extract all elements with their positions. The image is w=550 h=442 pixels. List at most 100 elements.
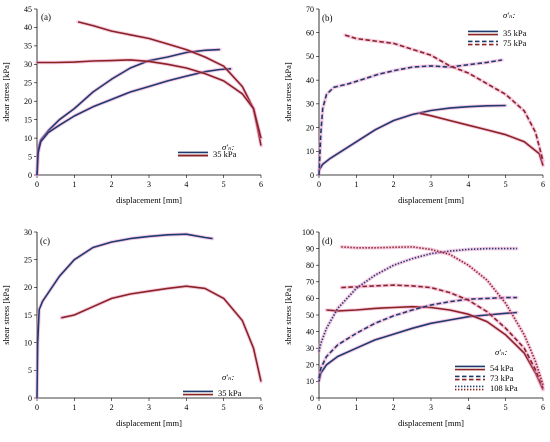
y-tick-label: 50 — [306, 52, 314, 61]
y-tick-label: 30 — [306, 100, 314, 109]
y-tick-label: 30 — [24, 228, 32, 237]
x-tick-label: 2 — [392, 403, 396, 412]
y-tick-label: 40 — [306, 327, 314, 336]
y-tick-label: 40 — [24, 23, 32, 32]
y-tick-label: 0 — [310, 394, 314, 403]
legend-entry: 73 kPa — [490, 373, 514, 383]
x-tick-label: 0 — [317, 180, 321, 189]
y-tick-label: 30 — [306, 344, 314, 353]
x-tick-label: 0 — [35, 180, 39, 189]
y-axis-label: shear stress [kPa] — [283, 285, 293, 345]
x-tick-label: 4 — [184, 180, 188, 189]
x-tick-label: 1 — [354, 180, 358, 189]
x-tick-label: 2 — [110, 403, 114, 412]
y-tick-label: 30 — [24, 60, 32, 69]
x-tick-label: 5 — [504, 180, 508, 189]
x-tick-label: 5 — [504, 403, 508, 412]
x-tick-label: 5 — [222, 403, 226, 412]
series-line-35-kpa-blue — [318, 104, 506, 171]
y-tick-label: 0 — [28, 171, 32, 180]
x-axis-label: displacement [mm] — [398, 418, 464, 428]
series-shadow — [417, 111, 545, 168]
series-line-35-kpa-blue — [36, 68, 232, 176]
x-tick-label: 1 — [72, 403, 76, 412]
legend-entry: 54 kPa — [490, 363, 514, 373]
y-tick-label: 45 — [24, 5, 32, 14]
y-tick-label: 15 — [24, 311, 32, 320]
series-line-73-kpa-blue — [318, 296, 517, 379]
x-tick-label: 6 — [259, 180, 263, 189]
legend-title: σ'ₙ: — [503, 10, 515, 20]
x-tick-label: 4 — [184, 403, 188, 412]
panel-label: (c) — [40, 236, 50, 246]
series-line-35-kpa-red — [37, 59, 262, 139]
x-tick-label: 1 — [354, 403, 358, 412]
y-tick-label: 20 — [306, 361, 314, 370]
y-tick-label: 35 — [24, 42, 32, 51]
y-tick-label: 90 — [306, 244, 314, 253]
y-tick-label: 20 — [24, 97, 32, 106]
series-line-35-kpa-blue — [36, 48, 220, 176]
panel-label: (a) — [41, 12, 51, 22]
y-axis-label: shear stress [kPa] — [283, 62, 293, 122]
legend-title: σ'ₙ: — [495, 347, 507, 357]
y-tick-label: 0 — [310, 171, 314, 180]
panel-label: (b) — [322, 13, 333, 23]
y-tick-label: 10 — [306, 377, 314, 386]
x-tick-label: 2 — [392, 180, 396, 189]
x-tick-label: 0 — [35, 403, 39, 412]
series-line-108-kpa-blue — [318, 247, 517, 352]
x-axis-label: displacement [mm] — [398, 195, 464, 205]
series-line-75-kpa-red — [344, 34, 544, 162]
x-tick-label: 6 — [541, 180, 545, 189]
y-tick-label: 20 — [306, 123, 314, 132]
y-axis-label: shear stress [kPa] — [1, 285, 11, 345]
x-tick-label: 5 — [222, 180, 226, 189]
y-tick-label: 100 — [302, 228, 314, 237]
panel-label: (d) — [322, 236, 333, 246]
x-tick-label: 4 — [466, 403, 470, 412]
legend-title: σ'ₙ: — [222, 142, 234, 152]
chart-panel-3: (c) 0 5 10 15 20 25 30 0 1 2 3 4 5 6 displacement [mm] s… — [1, 228, 263, 428]
y-tick-label: 10 — [306, 147, 314, 156]
y-tick-label: 25 — [24, 79, 32, 88]
series-line-108-kpa-red — [341, 246, 544, 385]
y-tick-label: 10 — [24, 338, 32, 347]
x-tick-label: 3 — [147, 180, 151, 189]
series-line-35-kpa-blue — [36, 233, 213, 399]
series-line-35-kpa-red — [419, 112, 544, 166]
y-tick-label: 80 — [306, 261, 314, 270]
y-tick-label: 5 — [28, 152, 32, 161]
legend-entry: 35 kPa — [503, 28, 527, 38]
x-tick-label: 2 — [110, 180, 114, 189]
x-tick-label: 3 — [429, 180, 433, 189]
y-axis-label: shear stress [kPa] — [1, 62, 11, 122]
series-line-73-kpa-red — [341, 284, 544, 389]
y-tick-label: 40 — [306, 76, 314, 85]
x-tick-label: 3 — [147, 403, 151, 412]
x-tick-label: 6 — [541, 403, 545, 412]
y-tick-label: 50 — [306, 311, 314, 320]
y-tick-label: 5 — [28, 366, 32, 375]
series-line-35-kpa-red — [77, 21, 262, 146]
y-tick-label: 60 — [306, 29, 314, 38]
x-axis-label: displacement [mm] — [116, 195, 182, 205]
y-tick-label: 70 — [306, 278, 314, 287]
y-tick-label: 70 — [306, 5, 314, 14]
series-shadow — [343, 33, 545, 163]
y-tick-label: 20 — [24, 283, 32, 292]
series-line-75-kpa-blue — [318, 59, 503, 176]
legend-entry: 35 kPa — [213, 149, 237, 159]
x-tick-label: 3 — [429, 403, 433, 412]
x-tick-label: 1 — [72, 180, 76, 189]
legend-title: σ'ₙ: — [222, 372, 234, 382]
series-line-54-kpa-red — [326, 305, 544, 391]
y-tick-label: 60 — [306, 294, 314, 303]
chart-panel-4: (d) 0 10 20 30 40 50 60 70 80 90 100 0 1 2 3 4 5 6 displace… — [283, 228, 545, 428]
series-shadow — [59, 284, 263, 384]
legend-entry: 35 kPa — [218, 388, 242, 398]
y-tick-label: 25 — [24, 255, 32, 264]
y-tick-label: 0 — [28, 394, 32, 403]
